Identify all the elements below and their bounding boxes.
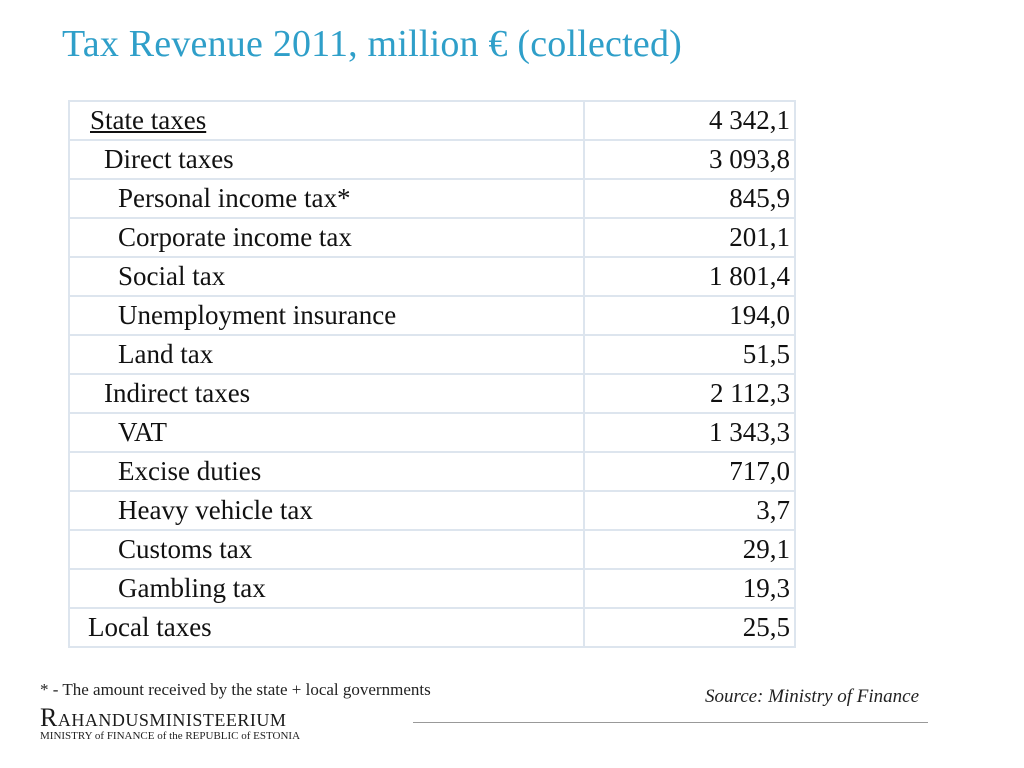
row-value: 3,7 (583, 490, 796, 531)
row-value: 4 342,1 (583, 100, 796, 141)
row-value: 201,1 (583, 217, 796, 258)
row-label: Personal income tax* (68, 178, 585, 219)
table-row: Gambling tax 19,3 (68, 568, 796, 609)
row-label: Indirect taxes (68, 373, 585, 414)
table-row: State taxes 4 342,1 (68, 100, 796, 141)
row-label: Social tax (68, 256, 585, 297)
row-value: 51,5 (583, 334, 796, 375)
footnote: * - The amount received by the state + l… (40, 680, 431, 699)
table-row: Personal income tax* 845,9 (68, 178, 796, 219)
row-value: 19,3 (583, 568, 796, 609)
logo-divider (413, 722, 928, 723)
row-label: Local taxes (68, 607, 585, 648)
table-row: Unemployment insurance 194,0 (68, 295, 796, 336)
table-row: Corporate income tax 201,1 (68, 217, 796, 258)
table-row: Local taxes 25,5 (68, 607, 796, 648)
table-row: Social tax 1 801,4 (68, 256, 796, 297)
tax-revenue-table: State taxes 4 342,1 Direct taxes 3 093,8… (68, 100, 796, 648)
row-value: 845,9 (583, 178, 796, 219)
table-row: Direct taxes 3 093,8 (68, 139, 796, 180)
source-note: Source: Ministry of Finance (705, 686, 920, 707)
row-label: Gambling tax (68, 568, 585, 609)
row-label: Customs tax (68, 529, 585, 570)
row-label: Corporate income tax (68, 217, 585, 258)
row-label: Heavy vehicle tax (68, 490, 585, 531)
row-label: Land tax (68, 334, 585, 375)
ministry-logo-wordmark: Rahandusministeerium (40, 703, 287, 732)
slide-title: Tax Revenue 2011, million € (collected) (62, 23, 682, 65)
table-row: VAT 1 343,3 (68, 412, 796, 453)
row-label: Direct taxes (68, 139, 585, 180)
table-row: Heavy vehicle tax 3,7 (68, 490, 796, 531)
row-value: 2 112,3 (583, 373, 796, 414)
table-row: Indirect taxes 2 112,3 (68, 373, 796, 414)
ministry-logo-subtitle: MINISTRY of FINANCE of the REPUBLIC of E… (40, 730, 301, 742)
row-label: State taxes (68, 100, 585, 141)
row-value: 25,5 (583, 607, 796, 648)
row-label: Unemployment insurance (68, 295, 585, 336)
table-row: Customs tax 29,1 (68, 529, 796, 570)
table-row: Excise duties 717,0 (68, 451, 796, 492)
row-value: 29,1 (583, 529, 796, 570)
table-row: Land tax 51,5 (68, 334, 796, 375)
row-label: Excise duties (68, 451, 585, 492)
row-value: 3 093,8 (583, 139, 796, 180)
row-value: 194,0 (583, 295, 796, 336)
row-label: VAT (68, 412, 585, 453)
row-value: 717,0 (583, 451, 796, 492)
row-value: 1 343,3 (583, 412, 796, 453)
row-value: 1 801,4 (583, 256, 796, 297)
